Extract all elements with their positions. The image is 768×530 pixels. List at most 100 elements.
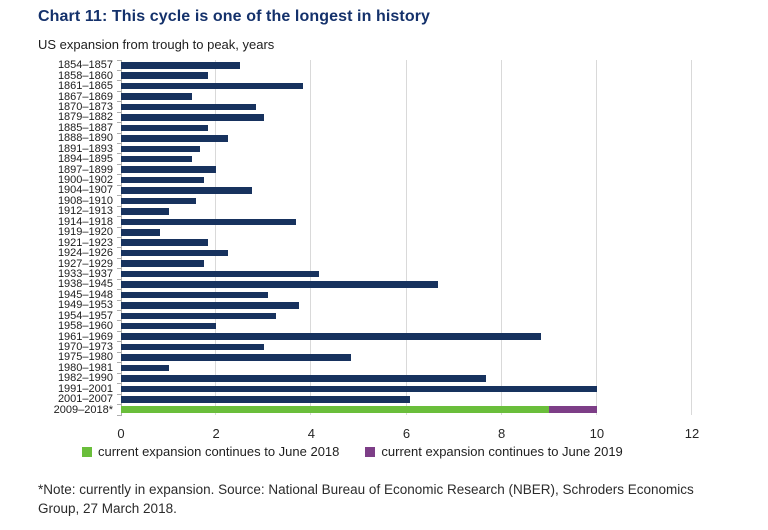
bar-track: [117, 320, 692, 331]
category-label: 1879–1882: [57, 111, 113, 124]
chart-row: 1867–1869: [0, 90, 768, 102]
bar-track: [117, 299, 692, 310]
bar-track: [117, 309, 692, 321]
category-label: 2001–2007: [57, 393, 113, 406]
bar-track: [117, 122, 692, 133]
chart-row: 1991–2001: [0, 382, 768, 395]
bar-track: [117, 195, 692, 206]
bar: [121, 197, 197, 205]
bar: [121, 176, 205, 184]
bar: [121, 249, 229, 257]
chart-subtitle: US expansion from trough to peak, years: [38, 37, 275, 52]
bar-rows: 1854–1857 1858–1860 1861–1865 1867–1869 1870…: [0, 59, 768, 416]
category-label: 1894–1895: [57, 153, 113, 166]
x-tick-label: 6: [402, 426, 411, 441]
gridline: [691, 60, 692, 415]
bar-track: [117, 383, 692, 394]
category-label: 1980–1981: [57, 361, 113, 374]
bar: [121, 82, 304, 90]
legend-label: current expansion continues to June 2019: [381, 444, 623, 459]
bar: [121, 166, 217, 173]
bar: [121, 281, 439, 288]
chart-row: 1921–1923: [0, 236, 768, 248]
bar: [121, 62, 240, 69]
chart-row: 1888–1890: [0, 132, 768, 144]
bar: [121, 270, 320, 278]
bar: [121, 114, 264, 121]
legend: current expansion continues to June 2018…: [82, 444, 623, 459]
bar-track: [117, 163, 692, 174]
chart-row: 1897–1899: [0, 163, 768, 175]
bar-track: [117, 226, 692, 237]
category-label: 1938–1945: [57, 278, 113, 291]
bar: [121, 103, 256, 111]
bar-track: [117, 101, 692, 112]
bar-track: [117, 59, 692, 70]
bar: [121, 218, 296, 226]
legend-swatch: [365, 446, 376, 457]
chart-row: 1945–1948: [0, 289, 768, 300]
legend-label: current expansion continues to June 2018: [98, 444, 340, 459]
gridline: [310, 60, 312, 415]
bar: [121, 208, 169, 215]
gridline: [500, 60, 502, 415]
chart-row: 1961–1969: [0, 330, 768, 343]
bar-track: [117, 330, 692, 341]
legend-item: current expansion continues to June 2019: [365, 444, 623, 459]
chart-row: 1912–1913: [0, 205, 768, 218]
x-tick-label: 8: [498, 426, 506, 441]
category-label: 1970–1973: [57, 341, 113, 354]
chart-row: 1980–1981: [0, 361, 768, 374]
category-label: 1904–1907: [57, 184, 113, 197]
category-label: 1982–1990: [57, 372, 113, 385]
category-label: 1961–1969: [57, 330, 113, 343]
category-label: 1854–1857: [57, 59, 113, 72]
chart-row: 1914–1918: [0, 216, 768, 227]
bar: [121, 124, 209, 132]
chart-row: 1891–1893: [0, 142, 768, 154]
bar-track: [117, 403, 692, 414]
bar-track: [117, 362, 692, 373]
chart-row: 1938–1945: [0, 278, 768, 291]
legend-swatch: [82, 446, 92, 457]
chart-row: 1975–1980: [0, 351, 768, 364]
x-axis: 0 2 4 6 8 10 12: [117, 426, 699, 442]
category-label: 2009–2018*: [53, 403, 113, 416]
gridline: [595, 60, 597, 415]
chart-row: 1894–1895: [0, 153, 768, 166]
bar: [121, 229, 161, 236]
category-label: 1919–1920: [57, 226, 113, 239]
bar: [121, 343, 264, 351]
bar: [121, 239, 209, 246]
y-axis-line: [121, 60, 122, 416]
bar-track: [117, 268, 692, 279]
bar: [121, 302, 300, 309]
bar-track: [117, 184, 692, 195]
bar-chart: 1854–1857 1858–1860 1861–1865 1867–1869 1870…: [0, 59, 768, 442]
category-label: 1991–2001: [57, 382, 113, 395]
chart-row: 1933–1937: [0, 267, 768, 280]
bar: [121, 260, 205, 267]
gridline: [215, 60, 217, 415]
chart-row: 2001–2007: [0, 393, 768, 406]
bar-track: [117, 372, 692, 383]
bar: [121, 187, 252, 194]
bar: [121, 385, 597, 393]
chart-row: 1958–1960: [0, 320, 768, 332]
bar: [121, 312, 276, 319]
bar-track: [117, 153, 692, 164]
bar-track: [117, 278, 692, 289]
category-label: 1908–1910: [57, 194, 113, 207]
chart-row: 1861–1865: [0, 80, 768, 93]
bar-segment: [121, 406, 550, 413]
category-label: 1861–1865: [57, 80, 113, 93]
bar-track: [117, 80, 692, 91]
category-label: 1885–1887: [57, 121, 113, 134]
category-label: 1933–1937: [57, 267, 113, 280]
category-label: 1912–1913: [57, 205, 113, 218]
chart-row: 1908–1910: [0, 194, 768, 207]
category-label: 1975–1980: [57, 351, 113, 364]
category-label: 1924–1926: [57, 247, 113, 260]
bar: [121, 93, 193, 100]
bar-track: [117, 90, 692, 101]
